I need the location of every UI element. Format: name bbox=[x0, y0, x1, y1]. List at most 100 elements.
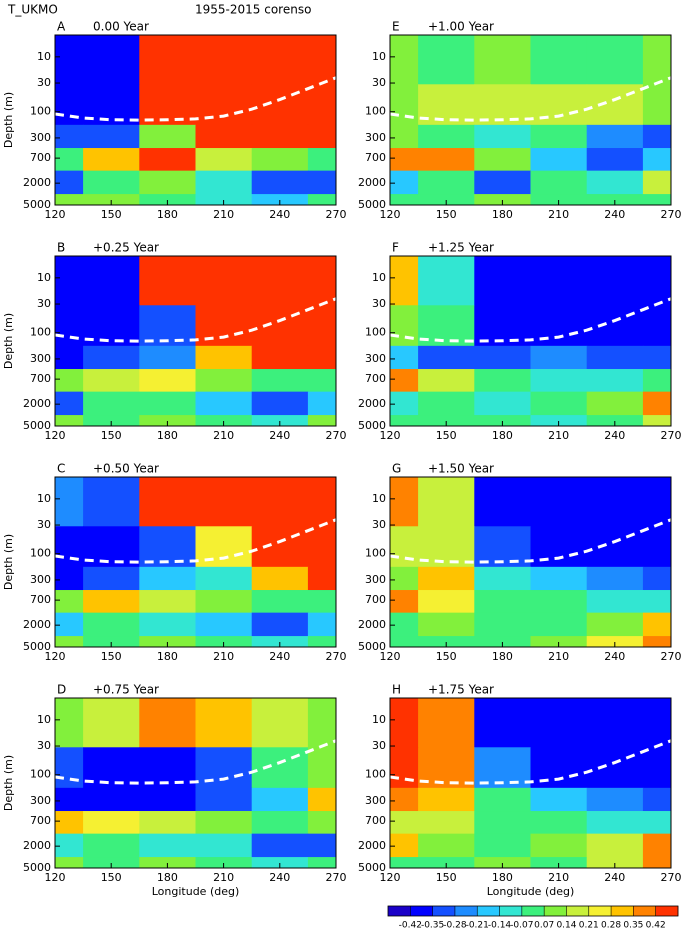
field-cell bbox=[83, 148, 140, 172]
x-tick-label: 240 bbox=[604, 871, 625, 884]
panel-letter: E bbox=[392, 20, 400, 34]
field-cell bbox=[251, 477, 309, 527]
field-cell bbox=[55, 391, 84, 416]
field-cell bbox=[390, 477, 419, 527]
y-tick-label: 10 bbox=[372, 492, 386, 505]
x-tick-label: 120 bbox=[45, 208, 66, 221]
field-cell bbox=[83, 35, 140, 85]
field-cell bbox=[195, 698, 253, 748]
y-tick-label: 100 bbox=[30, 547, 51, 560]
y-tick-label: 300 bbox=[30, 352, 51, 365]
field-cell bbox=[586, 833, 644, 858]
field-cell bbox=[251, 566, 309, 591]
y-tick-label: 100 bbox=[365, 326, 386, 339]
field-cell bbox=[307, 345, 336, 370]
field-cell bbox=[55, 747, 84, 789]
panel: E +1.00 Year 120 150 180 210 240 270 10 30 100 300 7… bbox=[358, 20, 682, 222]
field-cell bbox=[586, 124, 644, 149]
x-tick-label: 270 bbox=[326, 208, 347, 221]
panel-frame bbox=[54, 697, 337, 869]
y-tick-label: 2000 bbox=[358, 397, 386, 410]
field-cell bbox=[195, 305, 253, 347]
field-cell bbox=[530, 636, 588, 647]
x-tick-label: 270 bbox=[661, 429, 682, 442]
x-tick-label: 150 bbox=[101, 429, 122, 442]
field-cell bbox=[586, 566, 644, 591]
panel: A 0.00 Year 120 150 180 210 240 270 10 30 100 300 70… bbox=[2, 20, 347, 222]
x-tick-label: 210 bbox=[548, 871, 569, 884]
y-tick-label: 10 bbox=[372, 271, 386, 284]
field-cell bbox=[307, 566, 336, 591]
field-cell bbox=[55, 811, 84, 835]
x-tick-label: 180 bbox=[492, 650, 513, 663]
x-tick-label: 180 bbox=[157, 429, 178, 442]
x-tick-label: 120 bbox=[45, 871, 66, 884]
y-tick-label: 700 bbox=[30, 372, 51, 385]
x-tick-label: 210 bbox=[548, 429, 569, 442]
field-cell bbox=[83, 698, 140, 748]
field-cell bbox=[139, 194, 196, 205]
field-cell bbox=[418, 698, 475, 748]
field-cell bbox=[307, 590, 336, 614]
y-tick-label: 10 bbox=[37, 713, 51, 726]
y-tick-label: 30 bbox=[37, 739, 51, 752]
y-tick-label: 300 bbox=[365, 131, 386, 144]
field-cell bbox=[251, 787, 309, 812]
field-cell bbox=[642, 415, 671, 426]
field-cell bbox=[390, 857, 419, 868]
panel-frame bbox=[389, 476, 672, 648]
field-cell bbox=[195, 526, 253, 568]
field-cell bbox=[195, 477, 253, 527]
colorbar-swatch bbox=[410, 906, 433, 916]
y-tick-label: 100 bbox=[365, 547, 386, 560]
field-cell bbox=[474, 124, 531, 149]
field-cell bbox=[474, 256, 531, 306]
field-cell bbox=[642, 612, 671, 637]
field-cell bbox=[195, 415, 253, 426]
field-cell bbox=[139, 636, 196, 647]
panel-letter: A bbox=[57, 20, 66, 34]
field-cell bbox=[418, 148, 475, 172]
x-tick-label: 150 bbox=[436, 650, 457, 663]
field-cell bbox=[530, 148, 588, 172]
field-cell bbox=[642, 170, 671, 195]
x-tick-label: 270 bbox=[326, 650, 347, 663]
field-cell bbox=[55, 526, 84, 568]
field-cell bbox=[474, 148, 531, 172]
field-cell bbox=[642, 747, 671, 789]
figure-title: T_UKMO bbox=[7, 3, 58, 17]
field-cell bbox=[586, 256, 644, 306]
field-cell bbox=[139, 857, 196, 868]
field-cell bbox=[418, 566, 475, 591]
x-tick-label: 180 bbox=[157, 208, 178, 221]
field-cell bbox=[307, 148, 336, 172]
field-cell bbox=[474, 35, 531, 85]
panel: C +0.50 Year 120 150 180 210 240 270 10 30 100 300 7… bbox=[2, 462, 347, 664]
x-axis-label: Longitude (deg) bbox=[487, 885, 575, 898]
field-cell bbox=[83, 590, 140, 614]
field-cell bbox=[307, 636, 336, 647]
thermocline bbox=[390, 518, 671, 564]
field-cell bbox=[390, 170, 419, 195]
field bbox=[55, 698, 336, 868]
field-cell bbox=[418, 612, 475, 637]
field-cell bbox=[55, 369, 84, 393]
panel-frame bbox=[54, 255, 337, 427]
field-cell bbox=[195, 124, 253, 149]
y-tick-label: 5000 bbox=[23, 861, 51, 874]
x-tick-label: 210 bbox=[213, 208, 234, 221]
field-cell bbox=[139, 170, 196, 195]
field-cell bbox=[195, 857, 253, 868]
x-tick-label: 150 bbox=[436, 208, 457, 221]
x-tick-label: 270 bbox=[661, 871, 682, 884]
field-cell bbox=[83, 391, 140, 416]
colorbar-label: 0.07 bbox=[534, 921, 554, 929]
field-cell bbox=[642, 857, 671, 868]
y-axis-label: Depth (m) bbox=[2, 534, 15, 590]
field-cell bbox=[83, 415, 140, 426]
field-cell bbox=[307, 477, 336, 527]
field-cell bbox=[586, 305, 644, 347]
x-tick-label: 240 bbox=[269, 429, 290, 442]
field-cell bbox=[251, 698, 309, 748]
y-tick-label: 5000 bbox=[23, 198, 51, 211]
